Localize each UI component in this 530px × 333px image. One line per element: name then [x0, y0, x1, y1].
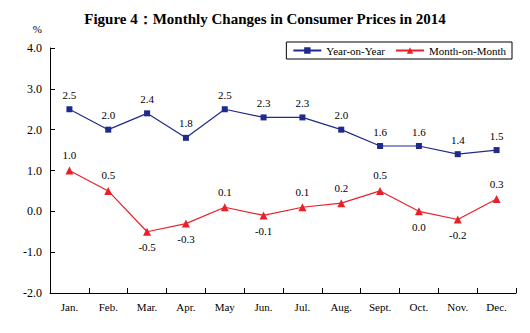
svg-text:Figure 4：Monthly Changes in Co: Figure 4：Monthly Changes in Consumer Pri…: [84, 11, 446, 27]
svg-text:0.5: 0.5: [101, 169, 115, 181]
svg-text:Oct.: Oct.: [410, 301, 429, 313]
svg-text:1.5: 1.5: [490, 130, 504, 142]
svg-text:Sept.: Sept.: [369, 301, 392, 313]
svg-text:0.1: 0.1: [296, 186, 310, 198]
svg-text:0.5: 0.5: [373, 169, 387, 181]
svg-text:1.6: 1.6: [412, 126, 426, 138]
svg-text:Year-on-Year: Year-on-Year: [326, 45, 385, 57]
svg-text:2.0: 2.0: [27, 123, 42, 137]
svg-text:Jun.: Jun.: [255, 301, 273, 313]
svg-text:2.5: 2.5: [218, 89, 232, 101]
svg-text:0.0: 0.0: [27, 204, 42, 218]
svg-text:1.0: 1.0: [63, 149, 77, 161]
svg-text:%: %: [33, 23, 42, 35]
svg-text:2.3: 2.3: [257, 97, 271, 109]
svg-text:2.0: 2.0: [334, 109, 348, 121]
svg-text:Aug.: Aug.: [330, 301, 352, 313]
svg-text:Apr.: Apr.: [176, 301, 196, 313]
svg-text:0.2: 0.2: [334, 182, 348, 194]
svg-text:-0.5: -0.5: [138, 241, 156, 253]
svg-text:1.6: 1.6: [373, 126, 387, 138]
svg-text:May: May: [215, 301, 236, 313]
svg-text:-0.1: -0.1: [255, 225, 272, 237]
svg-text:Feb.: Feb.: [99, 301, 119, 313]
svg-text:1.0: 1.0: [27, 164, 42, 178]
svg-text:Month-on-Month: Month-on-Month: [429, 45, 507, 57]
svg-text:2.3: 2.3: [296, 97, 310, 109]
svg-text:-0.2: -0.2: [449, 229, 466, 241]
svg-text:1.4: 1.4: [451, 134, 465, 146]
svg-text:-1.0: -1.0: [23, 245, 42, 259]
svg-text:2.0: 2.0: [101, 109, 115, 121]
svg-text:3.0: 3.0: [27, 82, 42, 96]
svg-text:Mar.: Mar.: [137, 301, 158, 313]
svg-text:2.5: 2.5: [63, 89, 77, 101]
svg-text:1.8: 1.8: [179, 117, 193, 129]
svg-text:Jan.: Jan.: [61, 301, 79, 313]
svg-text:Nov.: Nov.: [447, 301, 468, 313]
svg-text:0.3: 0.3: [490, 178, 504, 190]
svg-text:2.4: 2.4: [140, 93, 154, 105]
svg-text:4.0: 4.0: [27, 41, 42, 55]
svg-text:-0.3: -0.3: [177, 233, 195, 245]
svg-text:Dec.: Dec.: [486, 301, 507, 313]
svg-text:0.0: 0.0: [412, 221, 426, 233]
svg-text:-2.0: -2.0: [23, 286, 42, 300]
svg-text:0.1: 0.1: [218, 186, 232, 198]
svg-text:Jul.: Jul.: [295, 301, 311, 313]
